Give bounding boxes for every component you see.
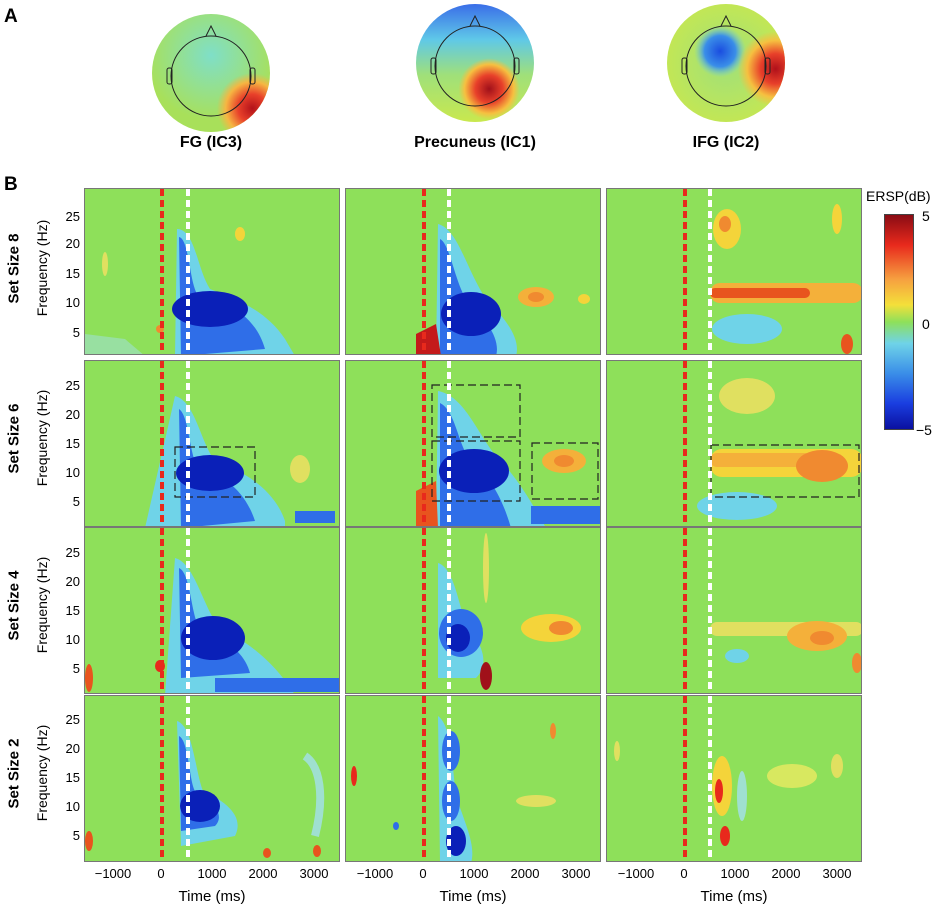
- ersp-map-ifg-set-size-6: [606, 360, 862, 527]
- topography-label-fg: FG (IC3): [179, 134, 243, 151]
- y-tick: 10: [65, 295, 80, 310]
- y-tick: 20: [65, 407, 80, 422]
- x-axis-label-col-1: Time (ms): [178, 888, 246, 905]
- panel-a-letter: A: [4, 6, 18, 27]
- x-axis-label-col-3: Time (ms): [700, 888, 768, 905]
- ersp-map-ifg-set-size-4: [606, 527, 862, 694]
- ersp-map-fg-set-size-8: [84, 188, 340, 355]
- x-tick: −1000: [94, 866, 132, 881]
- ersp-map-precuneus-set-size-2: [345, 695, 601, 862]
- ersp-map-precuneus-set-size-4: [345, 527, 601, 694]
- ersp-map-fg-set-size-4: [84, 527, 340, 694]
- colorbar-min-label: −5: [916, 422, 932, 438]
- x-tick: 0: [157, 866, 165, 881]
- x-axis-label-col-2: Time (ms): [439, 888, 507, 905]
- x-tick: 3000: [299, 866, 329, 881]
- y-axis-label-row-2: Frequency (Hz): [34, 389, 50, 487]
- y-tick: 20: [65, 574, 80, 589]
- colorbar: [884, 214, 914, 430]
- x-tick: 0: [419, 866, 427, 881]
- x-tick: 0: [680, 866, 688, 881]
- ersp-map-fg-set-size-6: [84, 360, 340, 527]
- row-label-set-size-8: Set Size 8: [5, 233, 23, 304]
- y-axis-label-row-1: Frequency (Hz): [34, 219, 50, 317]
- ersp-map-ifg-set-size-8: [606, 188, 862, 355]
- x-tick: 2000: [510, 866, 540, 881]
- x-tick: 2000: [248, 866, 278, 881]
- y-tick: 25: [65, 712, 80, 727]
- y-tick: 15: [65, 770, 80, 785]
- ersp-map-precuneus-set-size-8: [345, 188, 601, 355]
- x-tick: 3000: [822, 866, 852, 881]
- y-tick: 25: [65, 209, 80, 224]
- colorbar-title: ERSP(dB): [866, 188, 931, 204]
- x-tick: 1000: [197, 866, 227, 881]
- ersp-map-fg-set-size-2: [84, 695, 340, 862]
- y-tick: 5: [72, 325, 80, 340]
- topography-label-precuneus: Precuneus (IC1): [414, 134, 536, 151]
- y-tick: 25: [65, 378, 80, 393]
- panel-b-letter: B: [4, 174, 18, 195]
- ersp-map-ifg-set-size-2: [606, 695, 862, 862]
- topography-ifg-ic2: [667, 4, 785, 122]
- y-tick: 15: [65, 603, 80, 618]
- row-label-set-size-4: Set Size 4: [5, 570, 23, 641]
- y-tick: 20: [65, 741, 80, 756]
- y-tick: 15: [65, 266, 80, 281]
- row-label-set-size-6: Set Size 6: [5, 403, 23, 474]
- y-tick: 10: [65, 799, 80, 814]
- x-tick: −1000: [356, 866, 394, 881]
- row-label-set-size-2: Set Size 2: [5, 738, 23, 809]
- x-tick: 2000: [771, 866, 801, 881]
- topography-fg-ic3: [152, 14, 270, 132]
- y-tick: 5: [72, 828, 80, 843]
- x-tick: 3000: [561, 866, 591, 881]
- y-tick: 15: [65, 436, 80, 451]
- y-tick: 10: [65, 632, 80, 647]
- topography-precuneus-ic1: [416, 4, 534, 122]
- y-axis-label-row-4: Frequency (Hz): [34, 724, 50, 822]
- colorbar-max-label: 5: [922, 208, 930, 224]
- ersp-map-precuneus-set-size-6: [345, 360, 601, 527]
- y-tick: 5: [72, 494, 80, 509]
- y-tick: 25: [65, 545, 80, 560]
- topography-label-ifg: IFG (IC2): [692, 134, 760, 151]
- x-tick: −1000: [617, 866, 655, 881]
- y-axis-label-row-3: Frequency (Hz): [34, 556, 50, 654]
- colorbar-mid-label: 0: [922, 316, 930, 332]
- y-tick: 20: [65, 236, 80, 251]
- x-tick: 1000: [720, 866, 750, 881]
- y-tick: 5: [72, 661, 80, 676]
- x-tick: 1000: [459, 866, 489, 881]
- y-tick: 10: [65, 465, 80, 480]
